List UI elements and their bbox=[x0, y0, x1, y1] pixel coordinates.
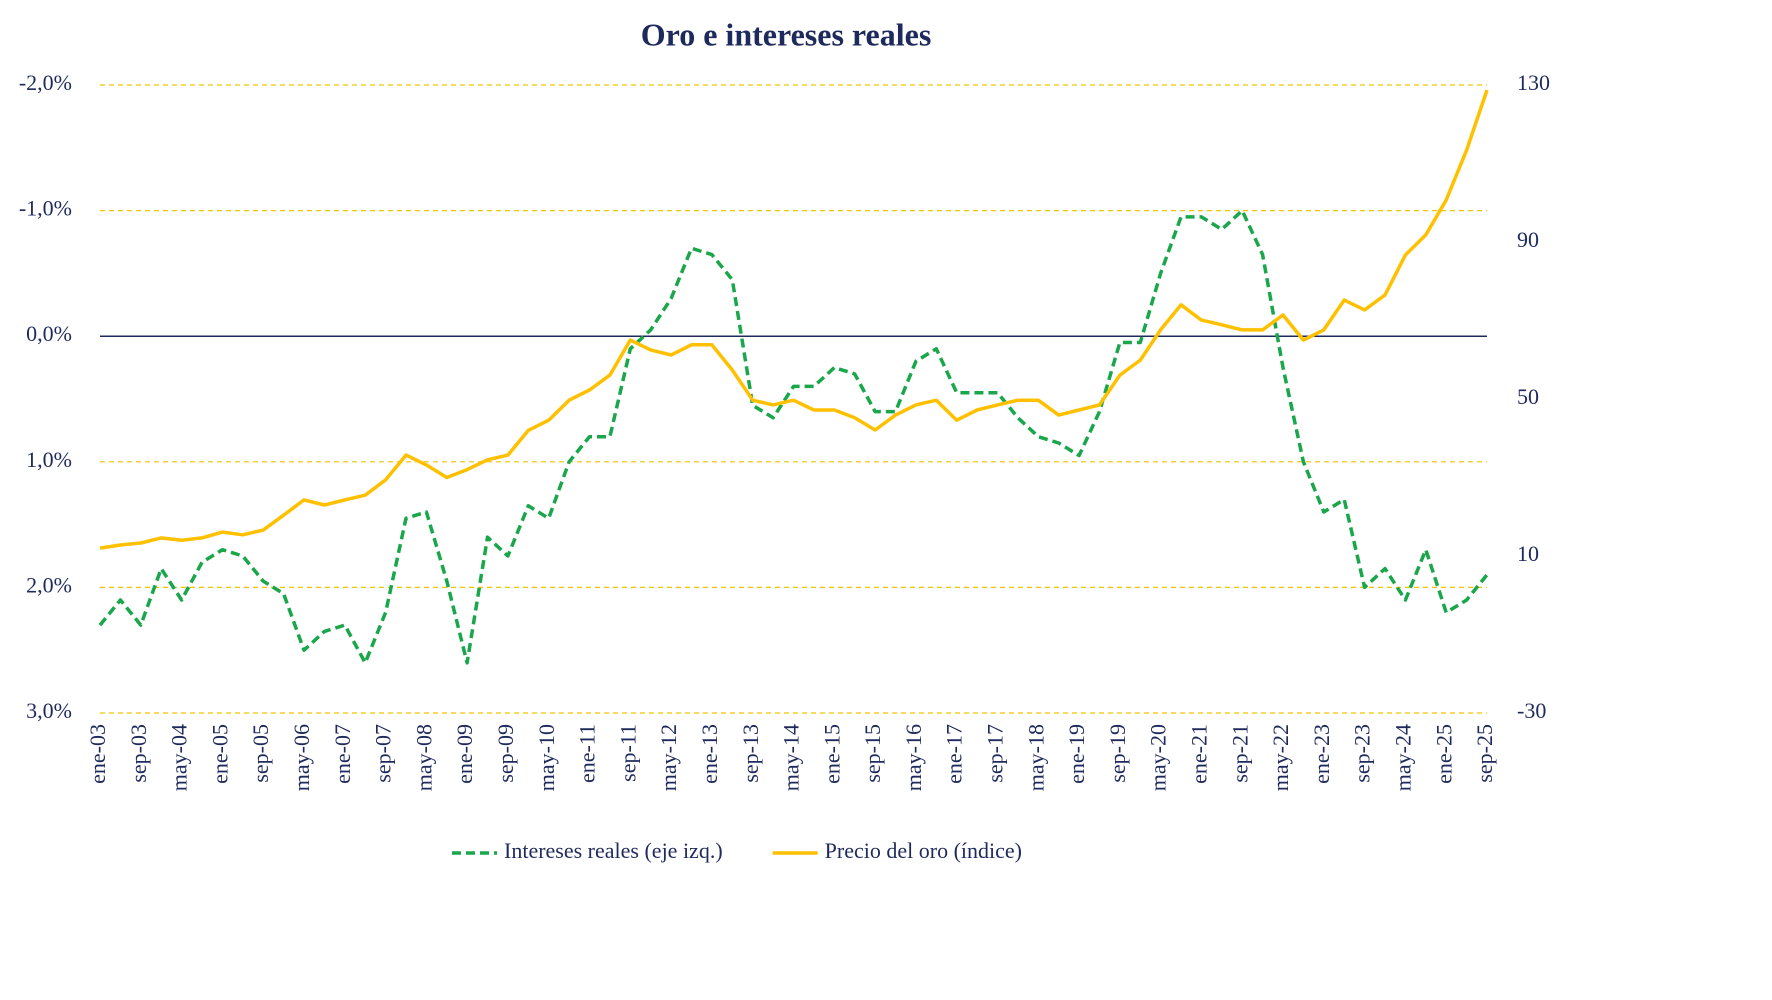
x-tick-label: may-16 bbox=[901, 724, 926, 791]
x-tick-label: ene-13 bbox=[697, 724, 722, 784]
x-tick-label: ene-21 bbox=[1186, 724, 1211, 784]
x-tick-label: ene-07 bbox=[330, 724, 355, 784]
y2-tick-label: 90 bbox=[1517, 227, 1539, 252]
y2-tick-label: -30 bbox=[1517, 698, 1546, 723]
x-tick-label: may-10 bbox=[534, 724, 559, 791]
x-tick-label: ene-17 bbox=[942, 724, 967, 784]
y-tick-label: -1,0% bbox=[19, 196, 72, 221]
x-tick-label: ene-11 bbox=[575, 724, 600, 783]
x-tick-label: may-18 bbox=[1023, 724, 1048, 791]
chart-title: Oro e intereses reales bbox=[641, 16, 932, 52]
legend-label: Precio del oro (índice) bbox=[825, 838, 1022, 863]
x-tick-label: sep-19 bbox=[1105, 724, 1130, 783]
y2-tick-label: 130 bbox=[1517, 70, 1550, 95]
x-tick-label: may-12 bbox=[656, 724, 681, 791]
x-tick-label: sep-05 bbox=[248, 724, 273, 783]
x-tick-label: may-24 bbox=[1390, 724, 1415, 791]
y2-tick-label: 50 bbox=[1517, 384, 1539, 409]
x-tick-label: ene-03 bbox=[85, 724, 110, 784]
y-tick-label: 1,0% bbox=[26, 447, 72, 472]
x-tick-label: sep-07 bbox=[371, 724, 396, 783]
x-tick-label: ene-05 bbox=[207, 724, 232, 784]
y-tick-label: 3,0% bbox=[26, 698, 72, 723]
x-tick-label: ene-09 bbox=[452, 724, 477, 784]
y-tick-label: 2,0% bbox=[26, 572, 72, 597]
y-tick-label: -2,0% bbox=[19, 70, 72, 95]
x-tick-label: ene-23 bbox=[1309, 724, 1334, 784]
x-tick-label: sep-11 bbox=[615, 724, 640, 782]
y-tick-label: 0,0% bbox=[26, 321, 72, 346]
x-tick-label: sep-17 bbox=[983, 724, 1008, 783]
x-tick-label: may-04 bbox=[167, 724, 192, 791]
x-tick-label: sep-21 bbox=[1227, 724, 1252, 783]
x-tick-label: sep-13 bbox=[738, 724, 763, 783]
x-tick-label: sep-25 bbox=[1472, 724, 1497, 783]
x-tick-label: may-14 bbox=[779, 724, 804, 791]
x-tick-label: sep-03 bbox=[126, 724, 151, 783]
x-tick-label: ene-15 bbox=[819, 724, 844, 784]
x-tick-label: sep-23 bbox=[1350, 724, 1375, 783]
x-tick-label: sep-15 bbox=[860, 724, 885, 783]
x-tick-label: ene-19 bbox=[1064, 724, 1089, 784]
x-tick-label: may-22 bbox=[1268, 724, 1293, 791]
x-tick-label: sep-09 bbox=[493, 724, 518, 783]
x-tick-label: may-06 bbox=[289, 724, 314, 791]
x-tick-label: may-20 bbox=[1146, 724, 1171, 791]
x-tick-label: ene-25 bbox=[1431, 724, 1456, 784]
series-line bbox=[98, 208, 1489, 665]
legend-label: Intereses reales (eje izq.) bbox=[504, 838, 723, 863]
y2-tick-label: 10 bbox=[1517, 541, 1539, 566]
series-line bbox=[99, 89, 1489, 550]
x-tick-label: may-08 bbox=[411, 724, 436, 791]
